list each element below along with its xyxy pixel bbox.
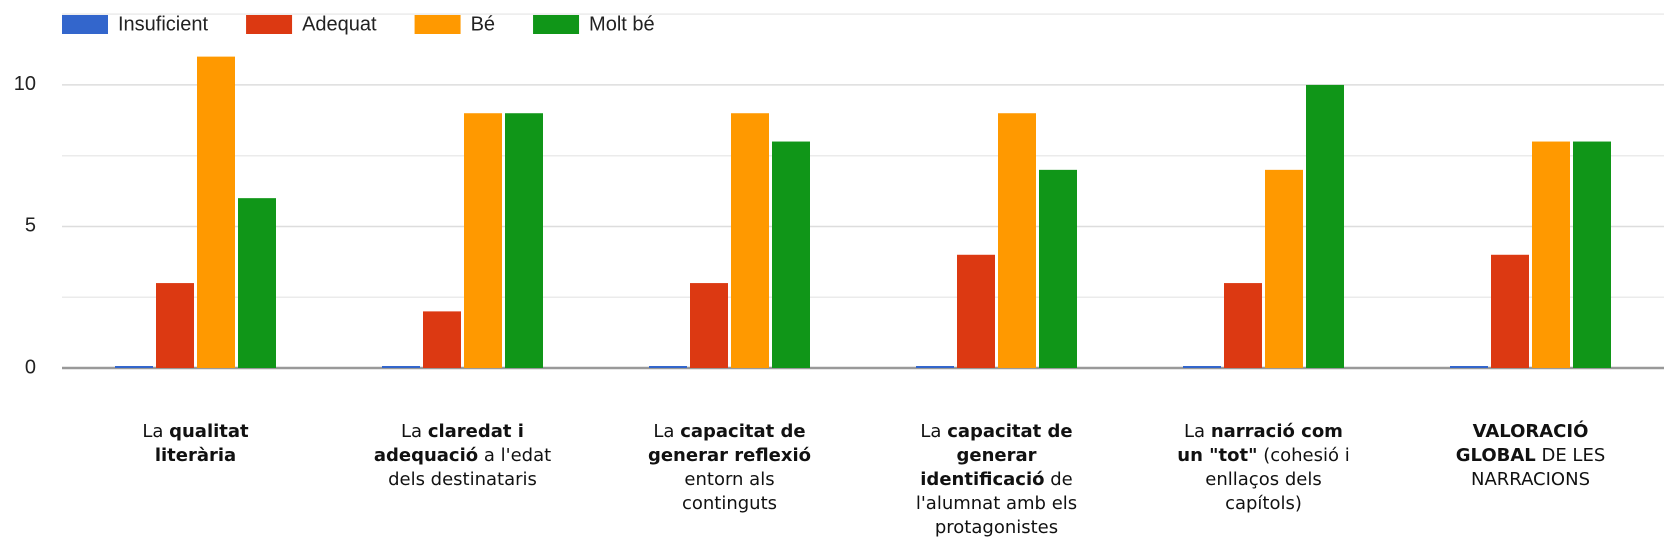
label-run: La [1184, 421, 1211, 442]
x-tick-label: La narració com un "tot" (cohesió i enll… [1169, 420, 1359, 516]
bar [423, 311, 461, 368]
legend-label: Bé [471, 13, 495, 35]
bar [772, 141, 810, 368]
bar [957, 254, 995, 368]
label-run: narració com un "tot" [1177, 421, 1343, 466]
label-run: La [142, 421, 170, 442]
legend-swatch [414, 15, 461, 34]
bar [1573, 141, 1611, 368]
bar [649, 366, 687, 368]
label-run: capacitat de generar identificació [920, 421, 1073, 490]
label-run: entorn als continguts [681, 469, 778, 514]
bar [1450, 366, 1488, 368]
label-run: VALORACIÓ GLOBAL [1455, 421, 1589, 466]
bar [690, 283, 728, 368]
x-tick-label: VALORACIÓ GLOBAL DE LES NARRACIONS [1436, 420, 1626, 492]
bar [115, 366, 153, 368]
y-tick-label: 0 [25, 356, 36, 378]
label-run: (cohesió i enllaços dels capítols) [1205, 445, 1350, 514]
x-tick-label: La capacitat de generar reflexió entorn … [635, 420, 825, 516]
bar [916, 366, 954, 368]
bar [464, 113, 502, 368]
bar [1491, 254, 1529, 368]
x-tick-label: La capacitat de generar identificació de… [902, 420, 1092, 540]
label-run: qualitat literària [154, 421, 249, 466]
bar [505, 113, 543, 368]
bar [731, 113, 769, 368]
bar [197, 56, 235, 368]
legend-label: Adequat [302, 13, 377, 35]
bar [1306, 84, 1344, 368]
label-run: de l'alumnat amb els protagonistes [915, 469, 1078, 538]
bar [1532, 141, 1570, 368]
legend-label: Molt bé [589, 13, 655, 35]
label-run: a l'edat dels destinataris [388, 445, 552, 490]
y-tick-label: 10 [14, 73, 36, 95]
label-run: La [401, 421, 428, 442]
bar [1265, 169, 1303, 368]
bar [1183, 366, 1221, 368]
legend-swatch [246, 15, 293, 34]
bar [156, 283, 194, 368]
x-tick-label: La qualitat literària [101, 420, 291, 468]
bar [998, 113, 1036, 368]
legend-swatch [533, 15, 580, 34]
label-run: DE LES NARRACIONS [1471, 445, 1606, 490]
x-tick-label: La claredat i adequació a l'edat dels de… [368, 420, 558, 492]
bar [1224, 283, 1262, 368]
bar [382, 366, 420, 368]
bar [1039, 169, 1077, 368]
bar [238, 198, 276, 368]
y-tick-label: 5 [25, 215, 36, 237]
label-run: La [920, 421, 948, 442]
legend-label: Insuficient [118, 13, 208, 35]
legend-swatch [62, 15, 108, 34]
label-run: claredat i adequació [373, 421, 524, 466]
label-run: capacitat de generar reflexió [647, 421, 812, 466]
label-run: La [653, 421, 681, 442]
